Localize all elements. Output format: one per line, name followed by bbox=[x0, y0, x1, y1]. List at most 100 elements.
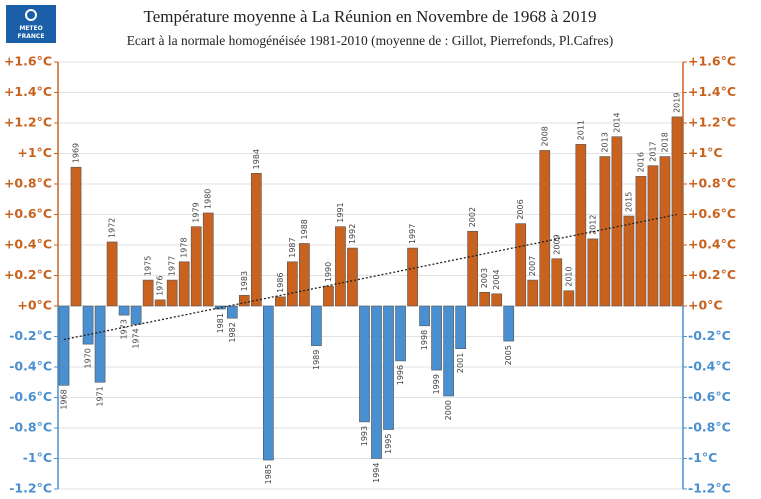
logo-text: METEO bbox=[19, 25, 42, 32]
y-tick-label: -1.2°C bbox=[9, 481, 52, 496]
y-tick-label: +1.6°C bbox=[4, 54, 52, 69]
x-tick-label: 1982 bbox=[228, 322, 237, 342]
x-tick-label: 2002 bbox=[468, 207, 477, 227]
bar bbox=[371, 305, 382, 459]
y2-tick-label: -1.2°C bbox=[688, 481, 731, 496]
bar bbox=[587, 238, 599, 307]
bar bbox=[106, 241, 118, 307]
bar bbox=[659, 156, 671, 307]
bar bbox=[202, 212, 214, 307]
x-tick-label: 1970 bbox=[84, 348, 93, 368]
y2-tick-label: +1°C bbox=[688, 145, 723, 160]
x-tick-label: 1985 bbox=[264, 464, 273, 484]
x-tick-label: 1971 bbox=[96, 386, 105, 406]
x-tick-label: 1983 bbox=[240, 271, 249, 291]
y-tick-label: +0.2°C bbox=[4, 267, 52, 282]
x-tick-label: 1973 bbox=[120, 319, 129, 339]
x-tick-label: 2016 bbox=[636, 152, 645, 172]
bar bbox=[238, 295, 250, 307]
bar bbox=[515, 223, 527, 307]
bar bbox=[467, 230, 479, 307]
x-tick-label: 1969 bbox=[72, 143, 81, 163]
bar bbox=[575, 144, 587, 307]
y-tick-label: +1.2°C bbox=[4, 115, 52, 130]
y2-tick-label: -0.2°C bbox=[688, 328, 731, 343]
logo-box bbox=[6, 5, 56, 43]
trend-line bbox=[63, 213, 678, 341]
bar bbox=[299, 243, 310, 307]
bar bbox=[611, 136, 623, 307]
bar bbox=[359, 305, 370, 423]
bar bbox=[599, 156, 611, 307]
bar bbox=[323, 285, 334, 307]
x-tick-label: 2010 bbox=[564, 266, 573, 286]
bar bbox=[311, 305, 322, 346]
y2-tick-label: -0.4°C bbox=[688, 359, 731, 374]
x-tick-label: 1981 bbox=[216, 313, 225, 333]
bar bbox=[407, 247, 418, 307]
bar bbox=[563, 290, 575, 307]
bar bbox=[479, 291, 491, 307]
bar bbox=[335, 226, 346, 307]
bar bbox=[58, 305, 70, 386]
bar bbox=[70, 166, 82, 307]
y2-tick-label: -1°C bbox=[688, 450, 717, 465]
x-tick-label: 1997 bbox=[408, 224, 417, 244]
bar bbox=[647, 165, 659, 307]
y2-tick-label: +0.2°C bbox=[688, 267, 736, 282]
bar bbox=[250, 173, 262, 307]
y2-tick-label: +0°C bbox=[688, 298, 723, 313]
x-tick-label: 2007 bbox=[528, 256, 537, 276]
x-tick-label: 2004 bbox=[492, 269, 501, 289]
y2-tick-label: +1.4°C bbox=[688, 84, 736, 99]
x-tick-label: 2012 bbox=[588, 215, 597, 235]
x-tick-label: 1977 bbox=[168, 256, 177, 276]
y2-tick-label: +1.2°C bbox=[688, 115, 736, 130]
x-tick-label: 2008 bbox=[540, 126, 549, 146]
chart-title: Température moyenne à La Réunion en Nove… bbox=[144, 7, 597, 26]
bar bbox=[166, 279, 178, 307]
bar bbox=[443, 305, 454, 397]
x-tick-label: 1995 bbox=[384, 434, 393, 454]
bar bbox=[214, 305, 226, 310]
x-tick-label: 2011 bbox=[576, 120, 585, 140]
logo-icon bbox=[25, 9, 37, 21]
y2-tick-label: -0.8°C bbox=[688, 420, 731, 435]
y-tick-label: +0°C bbox=[17, 298, 52, 313]
x-tick-label: 1974 bbox=[132, 328, 141, 348]
x-tick-label: 1991 bbox=[336, 202, 345, 222]
bar bbox=[623, 215, 635, 307]
x-tick-label: 1976 bbox=[156, 276, 165, 296]
y2-tick-label: +0.6°C bbox=[688, 206, 736, 221]
x-tick-label: 1999 bbox=[432, 374, 441, 394]
y-tick-label: +0.8°C bbox=[4, 176, 52, 191]
y-tick-label: -0.2°C bbox=[9, 328, 52, 343]
x-tick-label: 1979 bbox=[192, 202, 201, 222]
x-tick-label: 2006 bbox=[516, 199, 525, 219]
x-tick-label: 1980 bbox=[204, 189, 213, 209]
x-tick-label: 1998 bbox=[420, 330, 429, 350]
x-tick-label: 1989 bbox=[312, 350, 321, 370]
bar bbox=[395, 305, 406, 362]
x-tick-label: 2009 bbox=[552, 234, 561, 254]
y-tick-label: +0.6°C bbox=[4, 206, 52, 221]
bar bbox=[491, 293, 503, 307]
logo-text: FRANCE bbox=[18, 33, 45, 40]
bar bbox=[671, 116, 683, 307]
bar bbox=[154, 299, 166, 307]
x-tick-label: 1993 bbox=[360, 426, 369, 446]
y-tick-label: +0.4°C bbox=[4, 237, 52, 252]
x-tick-label: 1990 bbox=[324, 262, 333, 282]
bar bbox=[539, 150, 551, 307]
bar bbox=[383, 305, 394, 430]
bar bbox=[635, 176, 647, 307]
x-tick-label: 2001 bbox=[456, 353, 465, 373]
y-tick-label: -1°C bbox=[23, 450, 52, 465]
y2-tick-label: -0.6°C bbox=[688, 389, 731, 404]
bar bbox=[118, 305, 130, 316]
y-tick-label: +1°C bbox=[17, 145, 52, 160]
x-tick-label: 2014 bbox=[612, 112, 621, 132]
y2-tick-label: +1.6°C bbox=[688, 54, 736, 69]
bar bbox=[226, 305, 238, 319]
